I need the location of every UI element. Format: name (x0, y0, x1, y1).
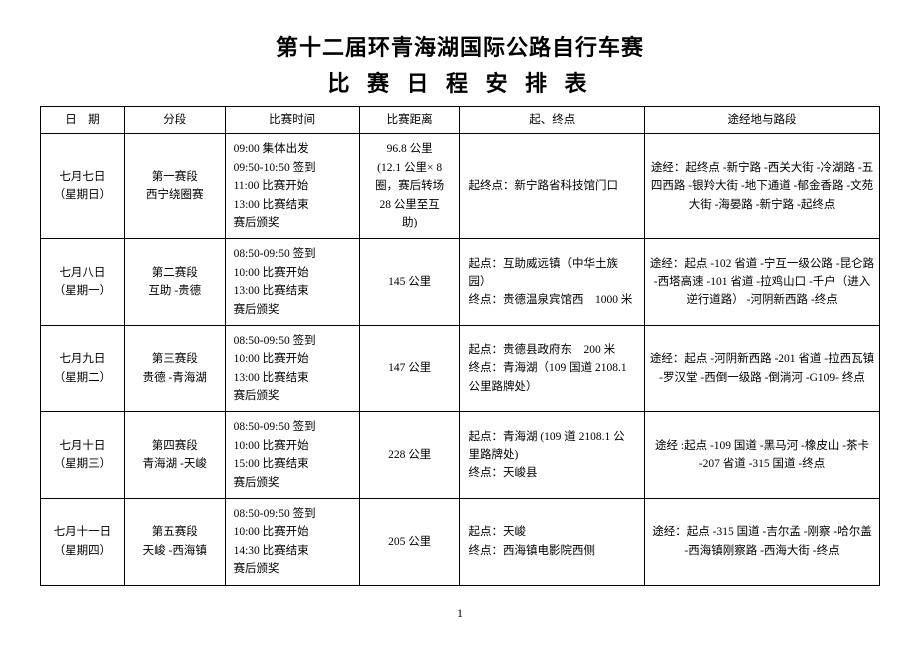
cell-startend: 起点：天峻终点：西海镇电影院西侧 (460, 499, 645, 586)
cell-stage: 第一赛段西宁绕圈赛 (124, 134, 225, 239)
cell-date: 七月九日（星期二） (41, 325, 125, 412)
cell-distance: 228 公里 (359, 412, 460, 499)
cell-stage: 第三赛段贵德 -青海湖 (124, 325, 225, 412)
cell-route: 途经：起点 -河阴新西路 -201 省道 -拉西瓦镇 -罗汉堂 -西倒一级路 -… (645, 325, 880, 412)
table-row: 七月十一日（星期四）第五赛段天峻 -西海镇08:50-09:50 签到10:00… (41, 499, 880, 586)
header-startend: 起、终点 (460, 107, 645, 134)
cell-date: 七月十日（星期三） (41, 412, 125, 499)
cell-route: 途经：起点 -102 省道 -宁互一级公路 -昆仑路 -西塔高速 -101 省道… (645, 239, 880, 326)
schedule-table: 日 期 分段 比赛时间 比赛距离 起、终点 途经地与路段 七月七日（星期日）第一… (40, 106, 880, 586)
cell-stage: 第二赛段互助 -贵德 (124, 239, 225, 326)
table-row: 七月八日（星期一）第二赛段互助 -贵德08:50-09:50 签到10:00 比… (41, 239, 880, 326)
cell-date: 七月十一日（星期四） (41, 499, 125, 586)
table-header-row: 日 期 分段 比赛时间 比赛距离 起、终点 途经地与路段 (41, 107, 880, 134)
cell-route: 途经：起终点 -新宁路 -西关大街 -冷湖路 -五四西路 -银羚大街 -地下通道… (645, 134, 880, 239)
cell-time: 08:50-09:50 签到10:00 比赛开始13:00 比赛结束赛后颁奖 (225, 325, 359, 412)
header-time: 比赛时间 (225, 107, 359, 134)
cell-startend: 起点：青海湖 (109 道 2108.1 公里路牌处)终点：天峻县 (460, 412, 645, 499)
cell-date: 七月七日（星期日） (41, 134, 125, 239)
header-date: 日 期 (41, 107, 125, 134)
table-row: 七月十日（星期三）第四赛段青海湖 -天峻08:50-09:50 签到10:00 … (41, 412, 880, 499)
header-stage: 分段 (124, 107, 225, 134)
cell-stage: 第五赛段天峻 -西海镇 (124, 499, 225, 586)
cell-stage: 第四赛段青海湖 -天峻 (124, 412, 225, 499)
cell-time: 08:50-09:50 签到10:00 比赛开始15:00 比赛结束赛后颁奖 (225, 412, 359, 499)
cell-startend: 起终点：新宁路省科技馆门口 (460, 134, 645, 239)
document-title: 第十二届环青海湖国际公路自行车赛 (40, 30, 880, 62)
cell-time: 09:00 集体出发09:50-10:50 签到11:00 比赛开始13:00 … (225, 134, 359, 239)
page-number: 1 (40, 606, 880, 621)
cell-startend: 起点：贵德县政府东 200 米终点：青海湖（109 国道 2108.1公里路牌处… (460, 325, 645, 412)
cell-distance: 145 公里 (359, 239, 460, 326)
cell-route: 途经 :起点 -109 国道 -黑马河 -橡皮山 -茶卡 -207 省道 -31… (645, 412, 880, 499)
header-distance: 比赛距离 (359, 107, 460, 134)
cell-route: 途经：起点 -315 国道 -吉尔孟 -刚察 -哈尔盖 -西海镇刚察路 -西海大… (645, 499, 880, 586)
cell-distance: 147 公里 (359, 325, 460, 412)
document-subtitle: 比 赛 日 程 安 排 表 (40, 66, 880, 98)
cell-date: 七月八日（星期一） (41, 239, 125, 326)
table-row: 七月九日（星期二）第三赛段贵德 -青海湖08:50-09:50 签到10:00 … (41, 325, 880, 412)
table-row: 七月七日（星期日）第一赛段西宁绕圈赛09:00 集体出发09:50-10:50 … (41, 134, 880, 239)
cell-time: 08:50-09:50 签到10:00 比赛开始13:00 比赛结束赛后颁奖 (225, 239, 359, 326)
cell-startend: 起点：互助威远镇（中华土族园）终点：贵德温泉宾馆西 1000 米 (460, 239, 645, 326)
cell-distance: 205 公里 (359, 499, 460, 586)
header-route: 途经地与路段 (645, 107, 880, 134)
cell-time: 08:50-09:50 签到10:00 比赛开始14:30 比赛结束赛后颁奖 (225, 499, 359, 586)
cell-distance: 96.8 公里(12.1 公里× 8圈，赛后转场28 公里至互助) (359, 134, 460, 239)
